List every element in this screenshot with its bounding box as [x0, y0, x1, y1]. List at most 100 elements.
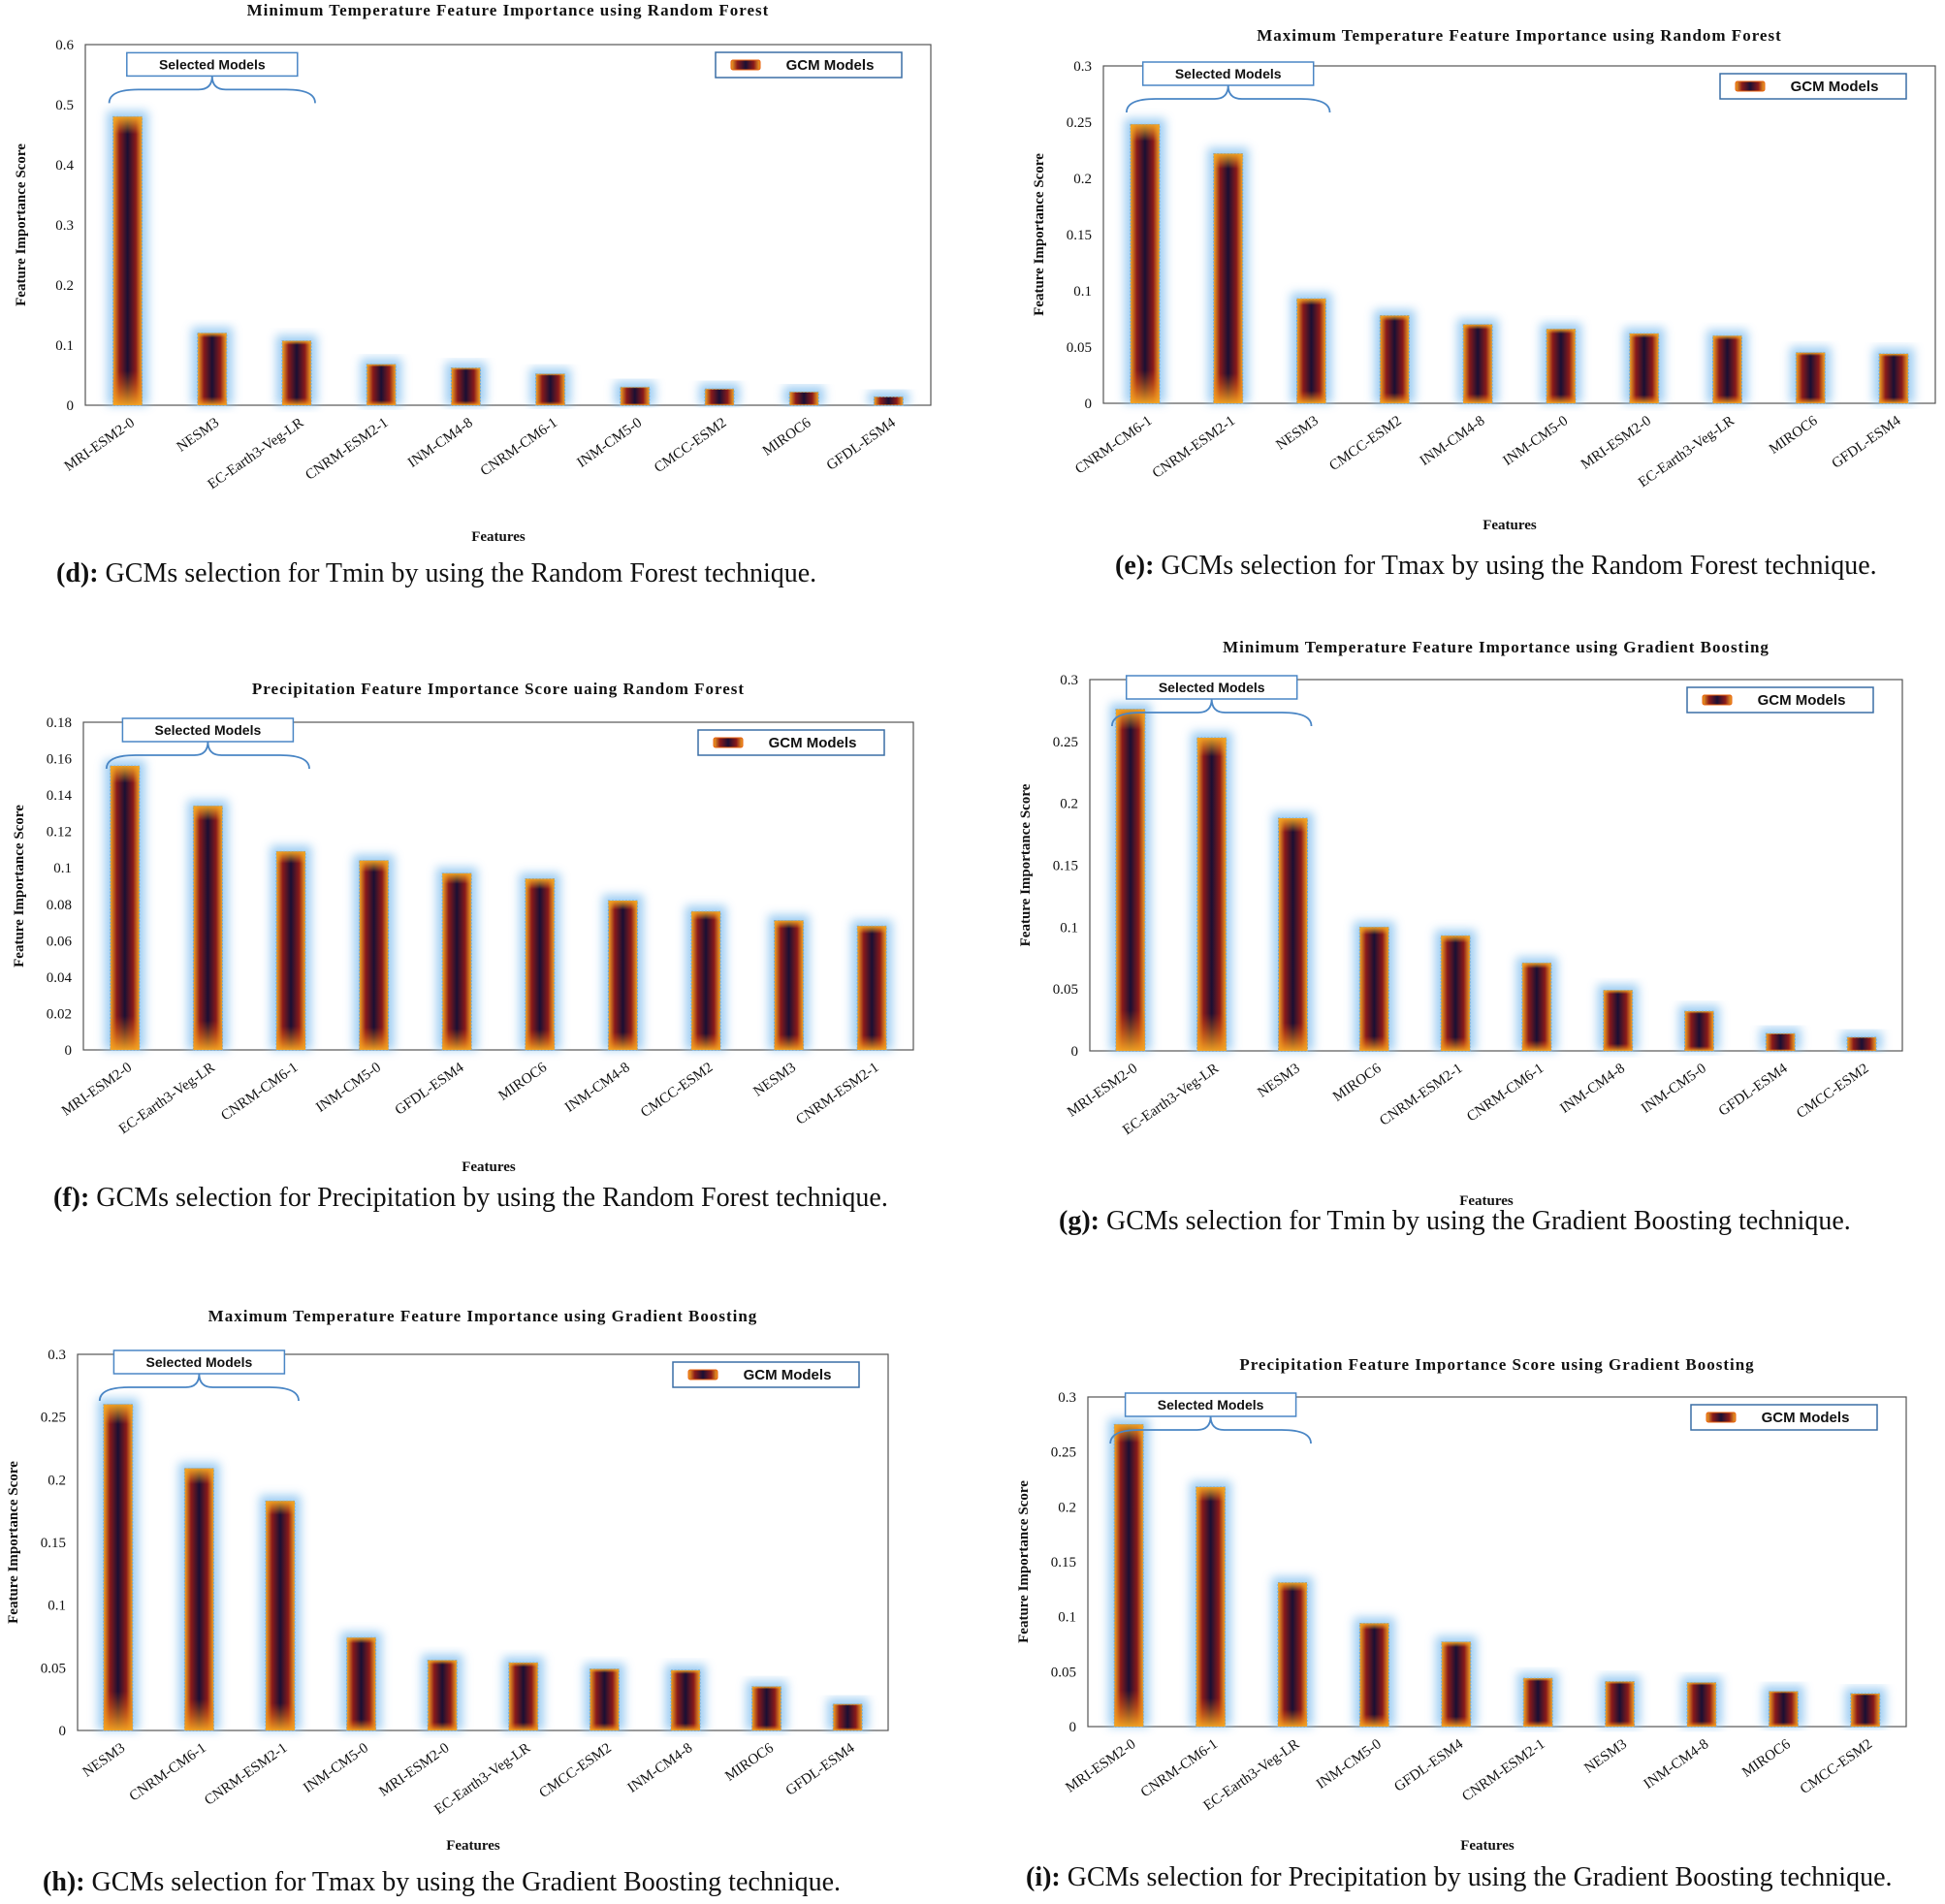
- x-axis-label: Features: [446, 1838, 500, 1854]
- x-category-label: CMCC-ESM2: [1326, 413, 1404, 474]
- bar: [665, 1664, 706, 1731]
- bar-shade: [705, 389, 734, 405]
- y-tick-label: 0: [1069, 1720, 1077, 1735]
- bar-shade: [1278, 1582, 1307, 1727]
- y-tick-label: 0.16: [47, 752, 73, 768]
- bar: [1291, 293, 1332, 404]
- plot-frame: [1089, 679, 1903, 1052]
- x-axis-label: Features: [462, 1159, 516, 1175]
- x-category-label: NESM3: [1273, 413, 1321, 453]
- bar-shade: [508, 1663, 538, 1730]
- bar: [1597, 984, 1639, 1052]
- y-tick-label: 0.25: [1053, 735, 1078, 750]
- chart-title: Minimum Temperature Feature Importance u…: [247, 1, 770, 19]
- y-tick-label: 0.6: [55, 38, 74, 53]
- x-category-label: INM-CM5-0: [1639, 1061, 1709, 1117]
- bar-shade: [1463, 324, 1493, 403]
- bar-shade: [671, 1669, 700, 1730]
- bar: [1623, 328, 1665, 404]
- bar: [1108, 1418, 1150, 1728]
- x-category-label: NESM3: [1581, 1736, 1629, 1776]
- bar-shade: [1684, 1011, 1714, 1051]
- y-axis-label: Feature Importance Score: [1016, 1480, 1032, 1643]
- bar-shade: [874, 397, 904, 405]
- x-category-label: GFDL-ESM4: [1391, 1736, 1466, 1795]
- y-tick-label: 0.05: [41, 1661, 66, 1676]
- y-tick-label: 0.15: [41, 1536, 66, 1551]
- x-category-label: MIROC6: [1767, 413, 1821, 458]
- legend-swatch: [687, 1369, 718, 1380]
- y-tick-label: 0.5: [55, 98, 74, 113]
- bar: [1841, 1031, 1883, 1052]
- bar-shade: [110, 766, 140, 1050]
- x-category-label: CMCC-ESM2: [638, 1060, 716, 1121]
- selected-models-label: Selected Models: [1159, 680, 1265, 695]
- y-tick-label: 0.08: [47, 898, 72, 913]
- chart-panel-i: Precipitation Feature Importance Score u…: [1008, 1352, 1939, 1854]
- x-category-label: NESM3: [750, 1060, 798, 1099]
- bar: [361, 358, 402, 406]
- bar: [107, 111, 148, 406]
- x-category-label: GFDL-ESM4: [1830, 413, 1904, 472]
- y-tick-label: 0.2: [48, 1473, 66, 1488]
- bar: [868, 391, 909, 406]
- bar-shade: [833, 1703, 863, 1730]
- chart-svg-4: Maximum Temperature Feature Importance u…: [6, 1307, 889, 1854]
- x-category-label: GFDL-ESM4: [1716, 1061, 1791, 1120]
- selection-brace: [98, 1373, 300, 1402]
- selection-brace: [1126, 84, 1331, 113]
- x-category-label: INM-CM5-0: [301, 1740, 371, 1796]
- bar: [1354, 921, 1395, 1052]
- bar: [1790, 346, 1832, 404]
- legend-swatch: [713, 737, 744, 748]
- y-axis-label: Feature Importance Score: [12, 805, 27, 968]
- selected-models-label: Selected Models: [146, 1354, 253, 1370]
- bar: [1435, 1635, 1477, 1728]
- bar-shade: [751, 1686, 781, 1730]
- y-tick-label: 0.02: [47, 1006, 72, 1022]
- y-tick-label: 0.15: [1067, 228, 1092, 243]
- bar-shade: [1712, 335, 1742, 403]
- bar: [104, 760, 145, 1051]
- x-category-label: GFDL-ESM4: [783, 1740, 858, 1799]
- bar: [445, 362, 487, 406]
- bar-shade: [442, 873, 472, 1050]
- y-tick-label: 0.1: [53, 861, 72, 876]
- chart-panel-g: Minimum Temperature Feature Importance u…: [1008, 635, 1939, 1209]
- bar: [1109, 703, 1151, 1052]
- bar-shade: [1629, 333, 1659, 403]
- legend-label: GCM Models: [744, 1367, 832, 1383]
- selected-models-annotation: Selected Models: [1126, 61, 1331, 113]
- bar: [187, 800, 229, 1051]
- x-category-label: NESM3: [175, 415, 222, 455]
- bar-shade: [590, 1668, 620, 1730]
- bar: [614, 381, 655, 406]
- x-category-label: CNRM-CM6-1: [1138, 1736, 1221, 1800]
- x-category-label: INM-CM4-8: [1642, 1736, 1712, 1793]
- legend-swatch: [1735, 80, 1766, 92]
- chart-svg-1: Maximum Temperature Feature Importance u…: [1032, 26, 1936, 533]
- selected-models-label: Selected Models: [1158, 1397, 1264, 1412]
- x-category-label: INM-CM5-0: [574, 415, 645, 471]
- legend: GCM Models: [1686, 686, 1874, 714]
- legend-swatch: [1706, 1412, 1737, 1423]
- x-category-label: MRI-ESM2-0: [1063, 1736, 1138, 1795]
- x-category-label: CNRM-CM6-1: [1464, 1061, 1546, 1125]
- bar-shade: [1296, 299, 1326, 403]
- plot-frame: [84, 44, 932, 406]
- bar-shade: [620, 387, 650, 405]
- chart-svg-3: Minimum Temperature Feature Importance u…: [1018, 638, 1903, 1209]
- x-category-label: CNRM-CM6-1: [478, 415, 560, 479]
- selected-models-annotation: Selected Models: [1109, 1392, 1312, 1444]
- bar-shade: [276, 851, 305, 1050]
- x-category-label: CMCC-ESM2: [1798, 1736, 1875, 1797]
- bar: [1763, 1685, 1804, 1728]
- y-tick-label: 0.25: [1051, 1445, 1076, 1461]
- legend-label: GCM Models: [1762, 1410, 1850, 1426]
- plot-frame: [1087, 1396, 1907, 1728]
- y-tick-label: 0.1: [1060, 920, 1078, 936]
- x-category-label: MRI-ESM2-0: [1578, 413, 1654, 472]
- y-tick-label: 0: [1085, 397, 1093, 412]
- bar-shade: [1441, 936, 1471, 1051]
- x-category-label: MIROC6: [1330, 1061, 1385, 1105]
